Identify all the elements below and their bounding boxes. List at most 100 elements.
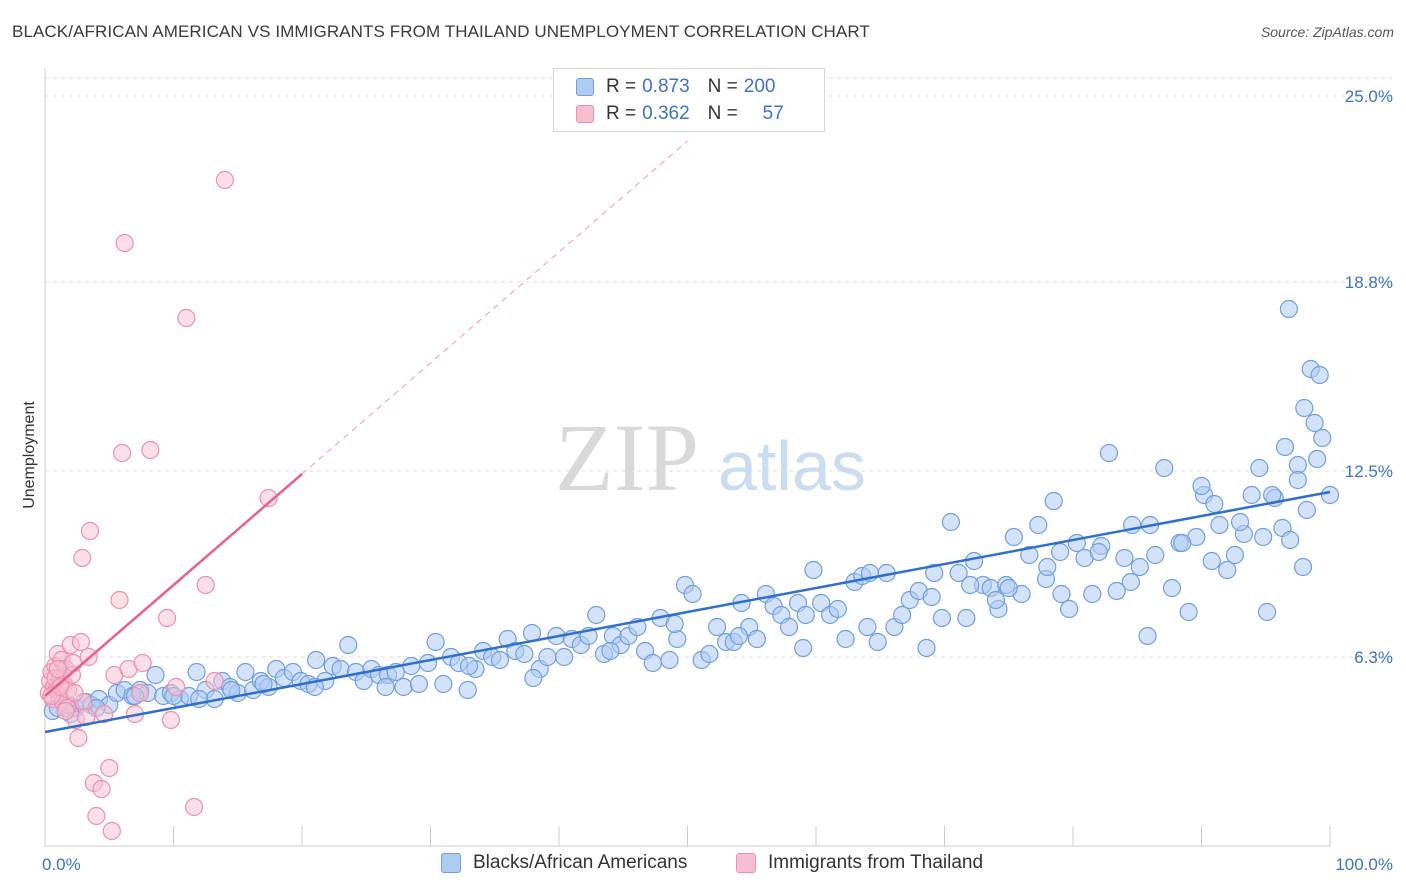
point-blacks-115 xyxy=(964,551,984,571)
point-blacks-13 xyxy=(146,665,165,685)
point-thailand-48 xyxy=(65,683,84,703)
point-blacks-68 xyxy=(587,605,606,625)
legend-label-blacks: Blacks/African Americans xyxy=(473,852,688,873)
point-blacks-125 xyxy=(1044,491,1063,511)
series-blacks-points xyxy=(43,299,1340,724)
point-thailand-40 xyxy=(196,575,215,595)
point-blacks-145 xyxy=(1202,551,1221,571)
point-thailand-41 xyxy=(205,671,224,691)
point-blacks-167 xyxy=(254,674,273,694)
y-axis-label: Unemployment xyxy=(21,401,38,509)
point-thailand-49 xyxy=(73,548,92,568)
point-blacks-122 xyxy=(1020,545,1039,565)
point-blacks-83 xyxy=(707,617,727,637)
chart-title: BLACK/AFRICAN AMERICAN VS IMMIGRANTS FRO… xyxy=(12,22,870,41)
legend-r-label: R = xyxy=(606,103,637,124)
point-blacks-181 xyxy=(1173,533,1192,553)
y-tick-label-1: 12.5% xyxy=(1345,462,1393,481)
y-tick-labels: 6.3% 12.5% 18.8% 25.0% xyxy=(1345,87,1393,667)
point-blacks-49 xyxy=(434,674,453,694)
legend-row-blue: R = 0.873 N = 200 xyxy=(576,75,775,99)
point-blacks-170 xyxy=(459,656,479,676)
point-blacks-187 xyxy=(1288,470,1307,490)
legend-n-label: N = xyxy=(707,103,738,124)
point-blacks-24 xyxy=(236,662,255,682)
point-blacks-114 xyxy=(957,608,976,628)
point-blacks-138 xyxy=(1146,545,1165,565)
point-blacks-134 xyxy=(1115,548,1134,568)
point-blacks-123 xyxy=(1029,515,1048,535)
point-thailand-26 xyxy=(87,806,106,826)
legend-swatch-thailand xyxy=(736,853,756,873)
point-blacks-64 xyxy=(555,647,574,667)
legend-item-blacks[interactable]: Blacks/African Americans xyxy=(441,852,687,874)
point-blacks-152 xyxy=(1257,602,1277,622)
point-blacks-120 xyxy=(1004,527,1023,547)
correlation-legend: R = 0.873 N = 200 R = 0.362 N = 57 xyxy=(553,68,825,132)
point-blacks-95 xyxy=(804,560,823,580)
point-blacks-180 xyxy=(1121,572,1140,592)
point-blacks-46 xyxy=(409,674,429,694)
point-blacks-47 xyxy=(418,653,438,673)
point-blacks-175 xyxy=(794,638,813,658)
point-blacks-176 xyxy=(858,617,877,637)
point-thailand-37 xyxy=(166,677,186,697)
point-blacks-59 xyxy=(515,644,534,664)
point-blacks-77 xyxy=(660,650,679,670)
point-blacks-98 xyxy=(828,599,847,619)
point-blacks-126 xyxy=(1052,584,1071,604)
point-blacks-148 xyxy=(1225,545,1245,565)
point-thailand-53 xyxy=(133,653,152,673)
point-thailand-38 xyxy=(177,308,196,328)
point-thailand-24 xyxy=(80,521,100,541)
point-blacks-166 xyxy=(222,680,241,700)
point-blacks-155 xyxy=(1281,530,1300,550)
point-blacks-139 xyxy=(1155,458,1174,478)
x-tick-labels: 0.0% 100.0% xyxy=(42,855,1393,874)
trendline-thailand xyxy=(44,473,303,697)
point-thailand-18 xyxy=(64,653,83,673)
point-blacks-199 xyxy=(961,575,980,595)
point-blacks-183 xyxy=(1230,512,1250,532)
y-tick-label-0: 6.3% xyxy=(1354,648,1393,667)
point-thailand-43 xyxy=(259,488,278,508)
point-blacks-150 xyxy=(1242,485,1261,505)
point-blacks-190 xyxy=(1310,365,1329,385)
point-thailand-55 xyxy=(95,704,114,724)
x-tick-label-min: 0.0% xyxy=(42,855,81,874)
point-blacks-158 xyxy=(1305,413,1324,433)
legend-label-thailand: Immigrants from Thailand xyxy=(768,852,984,873)
point-blacks-186 xyxy=(1275,437,1295,457)
point-blacks-92 xyxy=(779,617,799,637)
point-blacks-142 xyxy=(1179,602,1198,622)
trend-lines xyxy=(44,140,1331,734)
legend-r-label: R = xyxy=(606,76,637,97)
point-blacks-133 xyxy=(1107,581,1126,601)
y-tick-label-3: 25.0% xyxy=(1345,87,1393,106)
point-blacks-45 xyxy=(402,656,421,676)
x-tick-label-max: 100.0% xyxy=(1335,855,1393,874)
point-thailand-39 xyxy=(184,797,204,817)
legend-swatch-blacks xyxy=(441,853,461,873)
point-thailand-52 xyxy=(115,233,134,253)
point-blacks-196 xyxy=(1089,542,1108,562)
point-blacks-191 xyxy=(1293,557,1313,577)
point-blacks-127 xyxy=(1060,599,1079,619)
series-legend: Blacks/African Americans Immigrants from… xyxy=(0,852,1406,878)
point-blacks-173 xyxy=(665,614,684,634)
point-blacks-111 xyxy=(932,608,952,628)
point-thailand-30 xyxy=(110,590,129,610)
point-blacks-18 xyxy=(187,662,206,682)
point-blacks-171 xyxy=(524,668,543,688)
point-blacks-75 xyxy=(643,653,662,673)
point-blacks-88 xyxy=(747,629,766,649)
point-blacks-78 xyxy=(668,629,687,649)
legend-item-thailand[interactable]: Immigrants from Thailand xyxy=(736,852,983,874)
trendline-blacks xyxy=(44,490,1331,734)
point-blacks-56 xyxy=(490,650,509,670)
point-blacks-52 xyxy=(458,680,477,700)
point-blacks-94 xyxy=(796,605,815,625)
legend-n-label: N = xyxy=(707,76,738,97)
point-blacks-157 xyxy=(1297,500,1316,520)
